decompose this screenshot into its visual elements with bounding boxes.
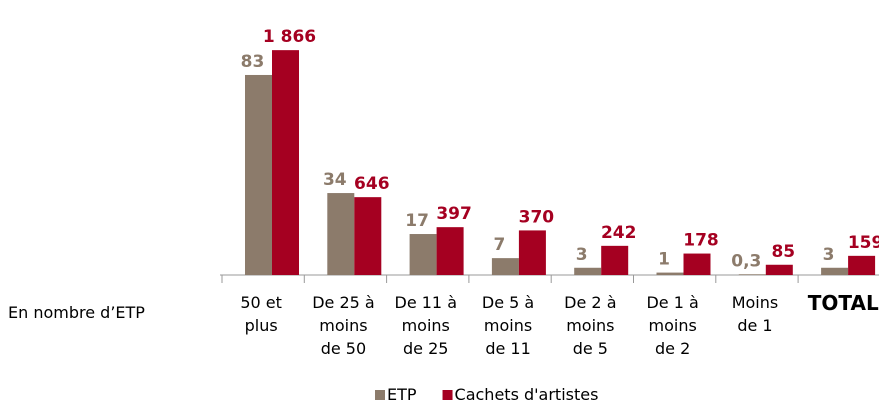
bar xyxy=(601,245,629,275)
bar xyxy=(656,272,684,275)
bar xyxy=(354,197,382,275)
data-label: 34 xyxy=(323,170,347,190)
bar xyxy=(574,267,602,275)
bar xyxy=(738,274,766,275)
data-label: 7 xyxy=(493,235,505,255)
x-tick-label: De 2 à moins de 5 xyxy=(564,293,616,358)
data-label: 178 xyxy=(683,231,719,251)
bar xyxy=(683,253,711,275)
bar xyxy=(409,234,437,275)
data-label: 1 xyxy=(658,250,670,270)
data-label: 0,3 xyxy=(731,251,761,271)
data-label: 3 xyxy=(576,245,588,265)
bar xyxy=(848,255,876,275)
x-tick-label: De 5 à moins de 11 xyxy=(482,293,534,358)
legend-label: ETP xyxy=(387,385,417,404)
bar xyxy=(765,264,793,275)
data-label: 1 866 xyxy=(263,27,316,47)
bar xyxy=(272,50,299,275)
bar xyxy=(436,227,464,275)
bar xyxy=(245,74,272,275)
x-tick-label: De 11 à moins de 25 xyxy=(395,293,458,358)
bar xyxy=(821,267,849,275)
data-label: 397 xyxy=(436,204,472,224)
data-label: 3 xyxy=(823,245,835,265)
x-tick-label: De 25 à moins de 50 xyxy=(312,293,375,358)
data-label: 370 xyxy=(519,207,555,227)
legend-swatch xyxy=(442,390,453,400)
x-tick-label: TOTAL xyxy=(808,291,879,315)
data-label: 159 xyxy=(848,233,879,253)
data-label: 83 xyxy=(241,52,265,72)
bar xyxy=(491,258,519,275)
x-axis-label: En nombre d’ETP xyxy=(8,303,145,322)
data-label: 646 xyxy=(354,174,390,194)
x-tick-label: Moins de 1 xyxy=(732,293,779,335)
legend-swatch xyxy=(375,390,385,400)
data-label: 17 xyxy=(405,211,429,231)
data-label: 242 xyxy=(601,223,637,243)
x-tick-label: De 1 à moins de 2 xyxy=(646,293,698,358)
legend-label: Cachets d'artistes xyxy=(455,385,599,404)
bar xyxy=(327,193,355,275)
x-tick-label: 50 et plus xyxy=(240,293,282,335)
bar xyxy=(518,230,546,275)
data-label: 85 xyxy=(771,242,795,262)
